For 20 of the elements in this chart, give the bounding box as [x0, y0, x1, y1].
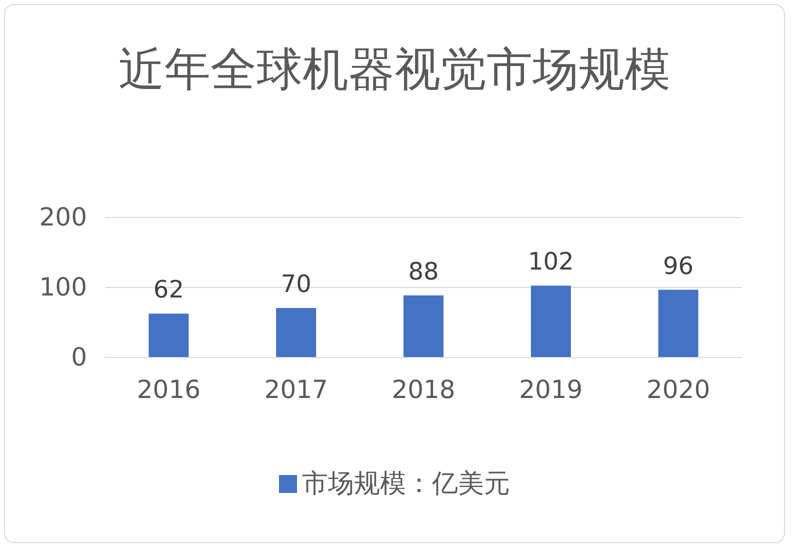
data-label: 70	[280, 270, 312, 298]
data-label: 62	[153, 276, 184, 304]
data-label: 88	[408, 257, 439, 286]
data-label: 102	[528, 248, 574, 276]
data-label: 96	[663, 252, 694, 280]
x-tick-label: 2018	[392, 375, 456, 404]
x-tick-label: 2016	[136, 375, 201, 404]
chart-title: 近年全球机器视觉市场规模	[118, 42, 670, 96]
x-tick-label: 2019	[519, 375, 583, 404]
bar	[658, 290, 698, 357]
bar	[404, 295, 444, 357]
y-tick-label: 200	[39, 202, 87, 232]
bar	[530, 286, 571, 357]
legend-label: 市场规模：亿美元	[302, 469, 510, 499]
bar	[148, 314, 189, 357]
x-tick-label: 2017	[264, 375, 328, 404]
y-tick-label: 100	[39, 272, 87, 302]
x-tick-label: 2020	[646, 375, 710, 404]
y-tick-label: 0	[71, 342, 87, 372]
bar	[276, 308, 316, 357]
